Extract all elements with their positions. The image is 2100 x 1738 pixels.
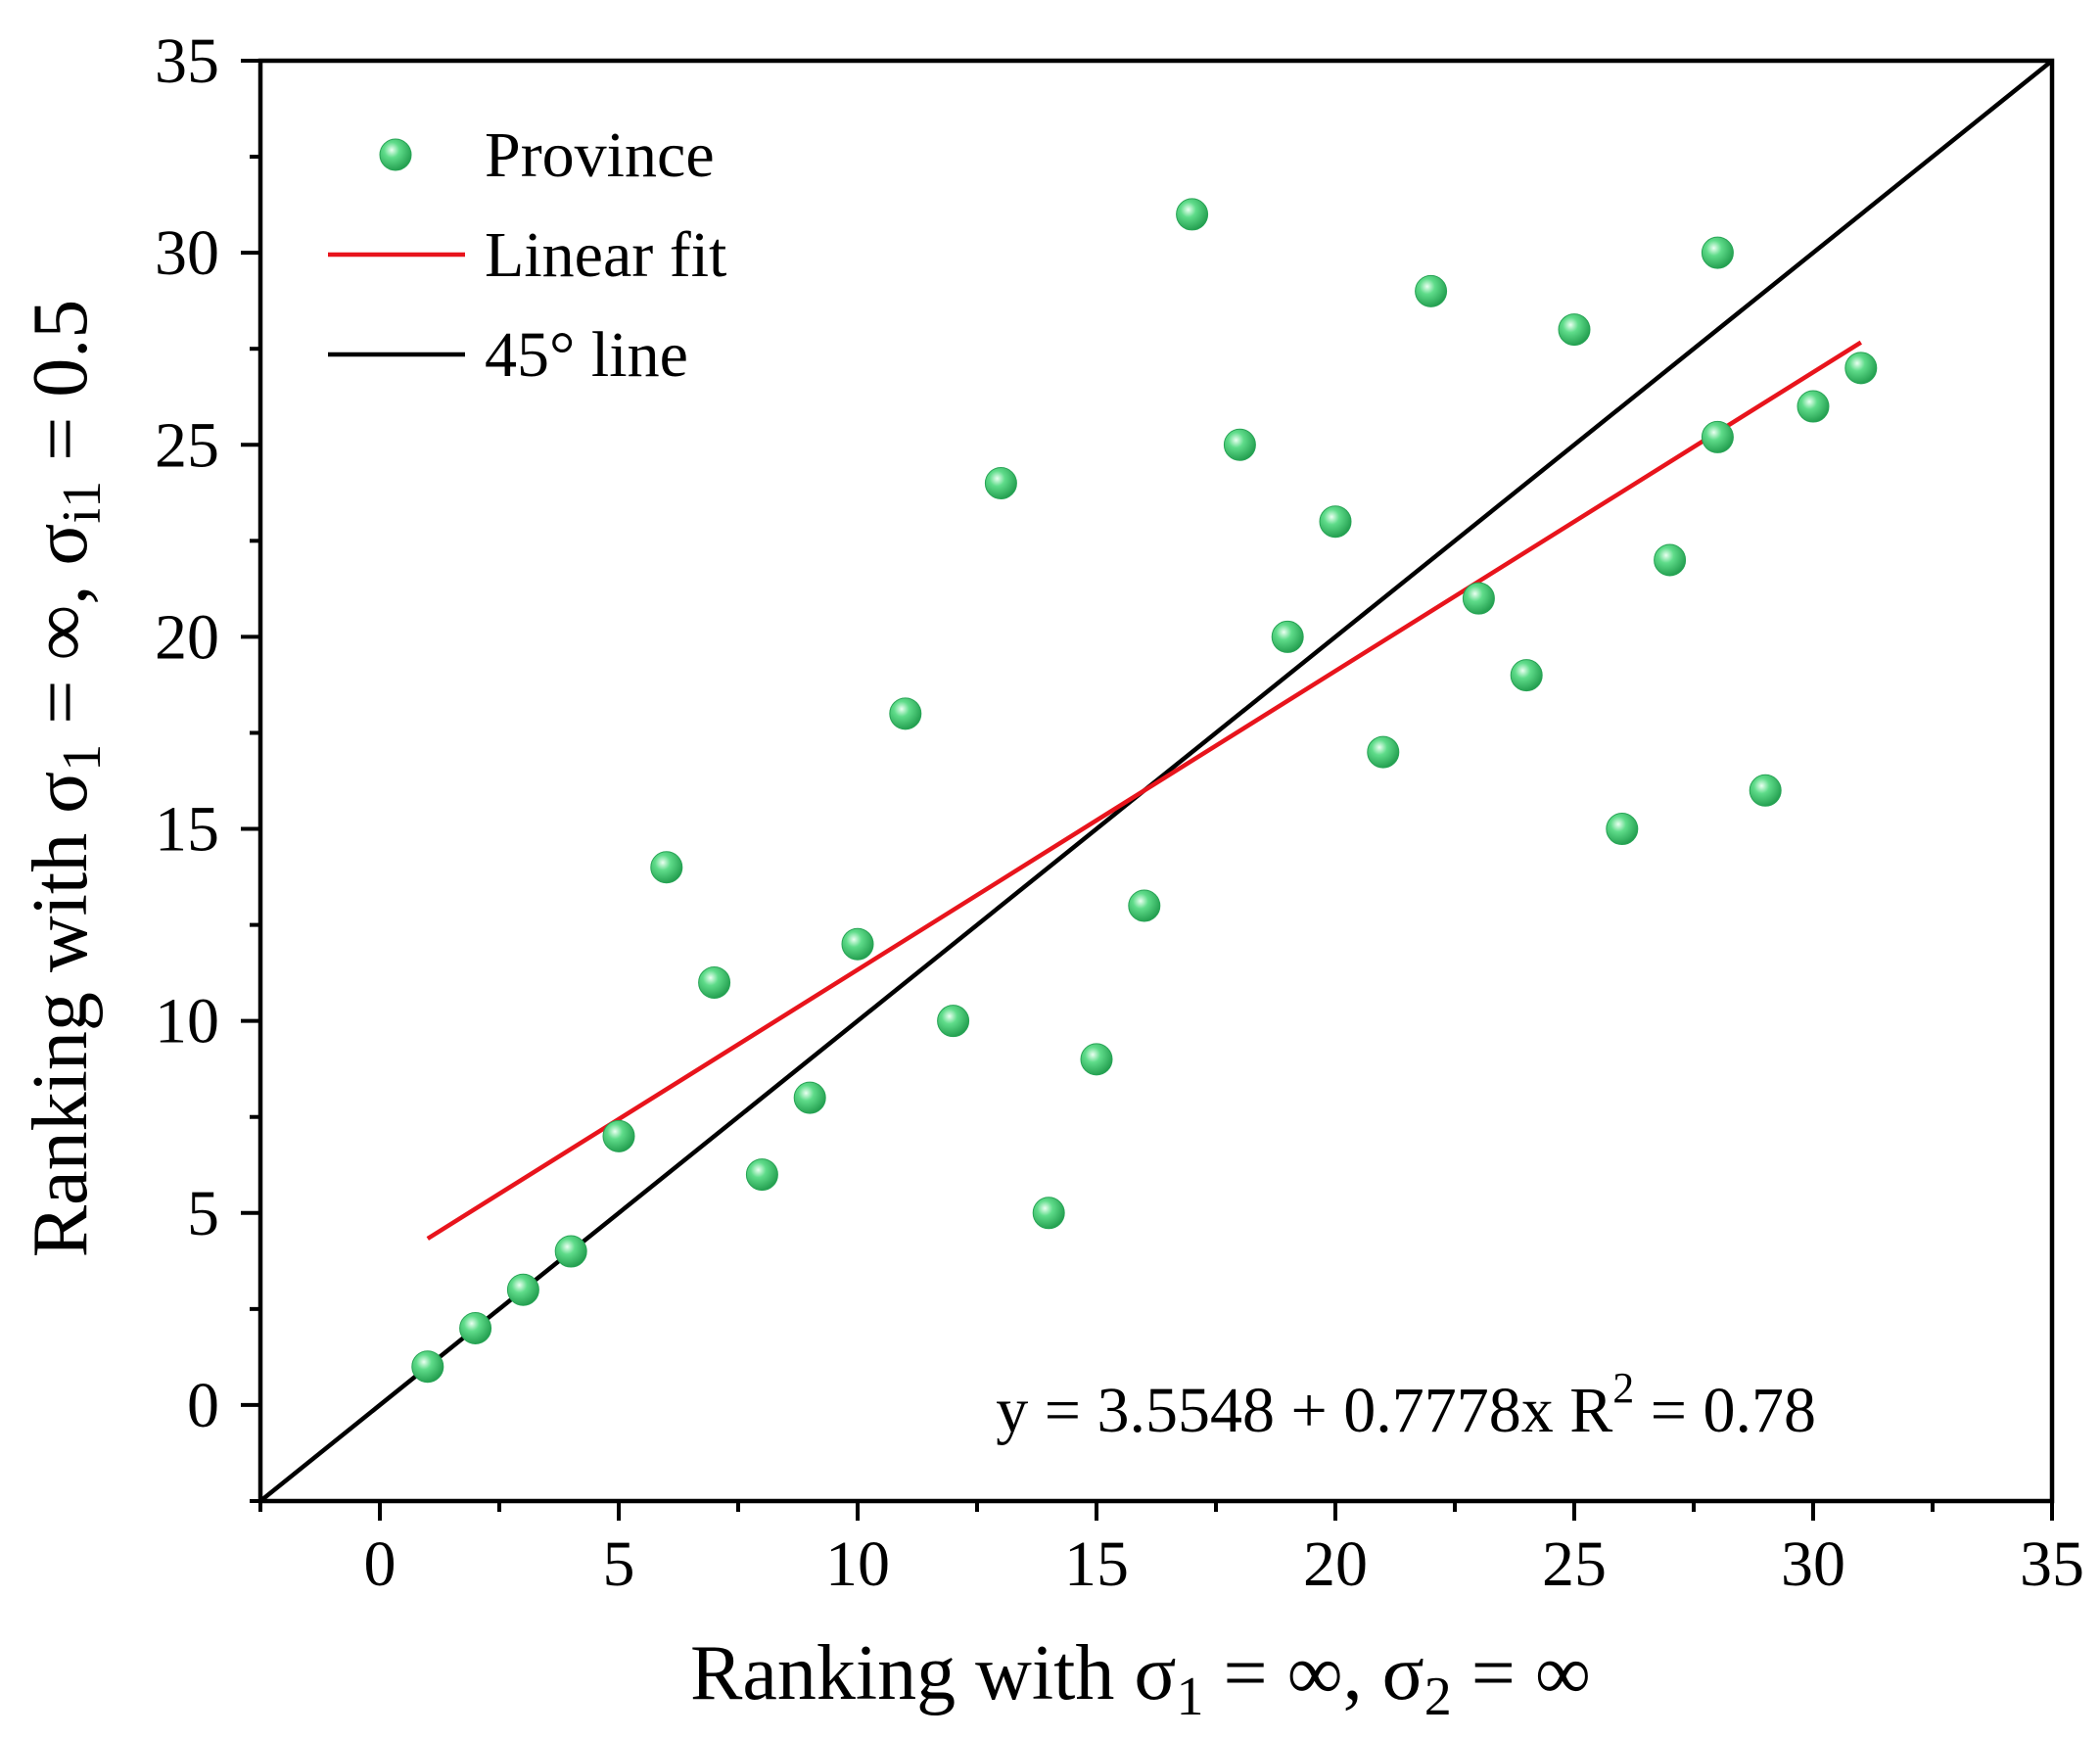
x-tick-label: 5 <box>603 1528 635 1600</box>
data-point <box>889 697 922 730</box>
data-point <box>1701 420 1734 453</box>
x-tick-label: 30 <box>1781 1528 1845 1600</box>
data-point <box>1367 735 1400 769</box>
data-point <box>793 1081 826 1114</box>
x-tick-label: 20 <box>1303 1528 1368 1600</box>
x-tick-label: 25 <box>1542 1528 1607 1600</box>
data-point <box>1701 236 1734 269</box>
legend-label: Province <box>485 119 715 191</box>
data-point <box>1223 428 1256 461</box>
plot-frame <box>257 58 2055 1504</box>
y-tick-label: 20 <box>155 601 219 673</box>
data-point <box>1797 390 1830 423</box>
legend-marker-province <box>379 138 412 171</box>
data-point <box>1176 198 1209 231</box>
data-point <box>411 1350 444 1384</box>
x-tick-label: 10 <box>825 1528 890 1600</box>
y-tick-label: 15 <box>155 794 219 866</box>
data-point <box>602 1119 635 1152</box>
legend-label: Linear fit <box>485 219 726 291</box>
data-point <box>841 927 874 961</box>
y-tick-label: 0 <box>187 1370 219 1441</box>
data-point <box>1080 1043 1113 1076</box>
data-point <box>1844 352 1878 385</box>
axes: 0 5 10 15 20 25 30 35 0 5 10 15 20 25 30 35 <box>155 25 2084 1600</box>
data-point <box>1032 1197 1065 1230</box>
y-tick-label: 30 <box>155 217 219 289</box>
data-point <box>1415 274 1448 307</box>
data-point <box>506 1273 539 1306</box>
x-tick-label: 0 <box>364 1528 397 1600</box>
data-point <box>459 1311 492 1344</box>
legend-label: 45° line <box>485 319 688 391</box>
data-point <box>745 1158 778 1192</box>
y-tick-label: 25 <box>155 409 219 481</box>
x-tick-label: 35 <box>2020 1528 2084 1600</box>
data-point <box>554 1235 587 1268</box>
data-point <box>650 851 683 884</box>
data-point <box>1749 774 1782 807</box>
data-point <box>1271 620 1304 653</box>
data-point <box>984 466 1017 499</box>
plot-border <box>257 58 2055 1504</box>
fit-equation-annotation: y = 3.5548 + 0.7778x R2 = 0.78 <box>996 1364 1816 1446</box>
data-point <box>937 1005 970 1038</box>
data-point <box>1654 543 1687 577</box>
data-point <box>1510 659 1543 692</box>
data-point <box>1606 813 1639 846</box>
y-tick-label: 5 <box>187 1178 219 1249</box>
data-point <box>1462 582 1495 615</box>
data-point <box>1128 889 1161 922</box>
y-tick-label: 35 <box>155 25 219 97</box>
y-axis-title: Ranking with σ1 = ∞, σi1 = 0.5 <box>18 300 113 1257</box>
data-point <box>1319 505 1352 539</box>
data-point <box>698 965 731 999</box>
data-points <box>411 198 1878 1384</box>
legend: Province Linear fit 45° line <box>328 119 726 391</box>
y-tick-label: 10 <box>155 986 219 1057</box>
linear-fit-line <box>426 340 1862 1241</box>
x-tick-label: 15 <box>1064 1528 1129 1600</box>
data-point <box>1558 313 1591 347</box>
x-axis-title: Ranking with σ1 = ∞, σ2 = ∞ <box>690 1630 1591 1727</box>
